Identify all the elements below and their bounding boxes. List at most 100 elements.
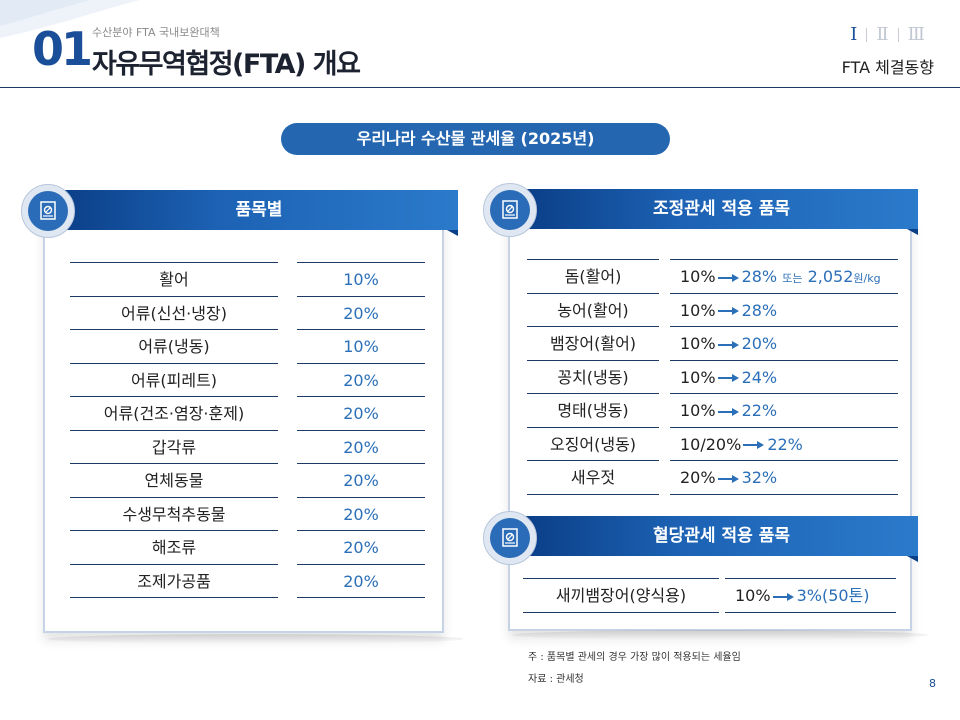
page-title: 자유무역협정(FTA) 개요 [92,49,361,80]
right-arrow-icon [717,407,739,416]
page-number: 8 [929,677,936,690]
right-arrow-icon [717,474,739,483]
by-item-row-label: 조제가공품 [70,563,278,598]
document-stamp-icon [502,528,518,547]
adjusted-row-label: 명태(냉동) [527,393,659,427]
by-item-row-label: 수생무척추동물 [70,496,278,531]
adjusted-icon-badge [483,183,537,237]
adjusted-row-value: 10/20% 22% [670,426,898,461]
section-label: FTA 체결동향 [841,58,934,77]
footnotes: 주 : 품목별 관세의 경우 가장 많이 적용되는 세율임 자료 : 관세청 [528,647,741,691]
rate-to: 22% [767,434,803,454]
rate-from: 20% [680,468,716,487]
by-item-row-value: 20% [297,463,425,497]
table-bottom-rule [527,493,659,495]
table-bottom-rule [297,597,425,598]
section-tabs: Ⅰ Ⅱ Ⅲ [841,24,934,45]
right-arrow-icon [717,340,739,349]
table-bottom-rule [70,597,278,598]
rate-from: 10% [680,300,716,320]
by-item-row-value: 20% [297,295,425,330]
quota-heading: 혈당관세 적용 품목 [525,516,918,556]
by-item-heading: 품목별 [60,190,458,230]
by-item-card [43,212,444,633]
adjusted-card [508,212,912,631]
band-fold [447,230,458,236]
table-bottom-rule [523,611,719,613]
by-item-row-value: 20% [297,362,425,397]
rate-from: 10% [735,586,771,605]
adjusted-heading: 조정관세 적용 품목 [525,189,918,229]
by-item-row-value: 20% [297,396,425,430]
card-shadow [512,630,928,640]
by-item-icon-badge [21,184,75,238]
rate-from: 10% [680,334,716,353]
by-item-row-label: 갑각류 [70,429,278,464]
tab-2[interactable]: Ⅱ [876,24,889,45]
band-fold [907,229,918,235]
by-item-row-value: 20% [297,496,425,531]
rate-from: 10% [680,367,716,387]
adjusted-row-label: 새우젓 [527,460,659,494]
by-item-row-label: 해조류 [70,530,278,564]
slide-title: 우리나라 수산물 관세율 (2025년) [281,123,670,155]
quota-row-value: 10% 3%(50톤) [725,578,896,612]
tab-1[interactable]: Ⅰ [850,24,858,45]
rate-to: 28% [741,300,778,320]
rate-from: 10% [680,267,716,286]
by-item-row-value: 20% [297,563,425,598]
band-fold [907,556,918,562]
right-arrow-icon [717,273,739,282]
adjusted-row-label: 돔(활어) [527,259,659,293]
quota-row-label: 새끼뱀장어(양식용) [523,578,719,612]
quota-icon-badge [483,511,537,565]
by-item-row-label: 어류(신선·냉장) [70,295,278,330]
by-item-row-value: 20% [297,429,425,464]
adjusted-row-value: 10% 24% [670,359,898,394]
rate-from: 10/20% [680,434,742,454]
table-bottom-rule [670,493,898,495]
header-divider [0,87,960,88]
footnote-source: 자료 : 관세청 [528,674,584,685]
table-bottom-rule [725,611,896,613]
adjusted-row-value: 20% 32% [670,460,898,494]
adjusted-row-value: 10% 20% [670,326,898,360]
section-number: 01 [32,22,93,76]
card-shadow [48,634,464,644]
adjusted-row-label: 뱀장어(활어) [527,326,659,360]
rate-to: 24% [741,367,778,387]
by-item-row-label: 어류(건조·염장·훈제) [70,396,278,430]
right-arrow-icon [717,307,739,315]
footnote-note: 주 : 품목별 관세의 경우 가장 많이 적용되는 세율임 [528,652,741,663]
rate-or: 또는 [782,272,803,285]
rate-from: 10% [680,401,716,420]
rate-to: 22% [741,401,778,420]
adjusted-row-label: 농어(활어) [527,292,659,327]
document-stamp-icon [502,200,518,219]
right-arrow-icon [743,441,765,449]
by-item-row-label: 활어 [70,262,278,296]
by-item-row-value: 10% [297,262,425,296]
rate-extra-value: 2,052 [807,267,854,286]
by-item-row-label: 어류(피레트) [70,362,278,397]
rate-to: 28% [741,267,778,286]
by-item-row-label: 어류(냉동) [70,329,278,363]
document-stamp-icon [40,201,56,220]
adjusted-row-value: 10% 28% 또는 2,052원/kg [670,259,898,293]
rate-to: 3%(50톤) [796,586,870,605]
adjusted-row-label: 오징어(냉동) [527,426,659,461]
right-arrow-icon [772,592,794,601]
right-arrow-icon [717,374,739,382]
by-item-row-value: 10% [297,329,425,363]
by-item-row-value: 20% [297,530,425,564]
by-item-row-label: 연체동물 [70,463,278,497]
adjusted-row-label: 꽁치(냉동) [527,359,659,394]
tab-divider [866,27,868,42]
rate-to: 20% [741,334,778,353]
adjusted-row-value: 10% 22% [670,393,898,427]
tab-divider [897,27,899,42]
rate-to: 32% [741,468,778,487]
tab-3[interactable]: Ⅲ [907,24,925,45]
header-subtitle: 수산분야 FTA 국내보완대책 [92,26,220,39]
rate-extra-unit: 원/kg [853,272,881,285]
